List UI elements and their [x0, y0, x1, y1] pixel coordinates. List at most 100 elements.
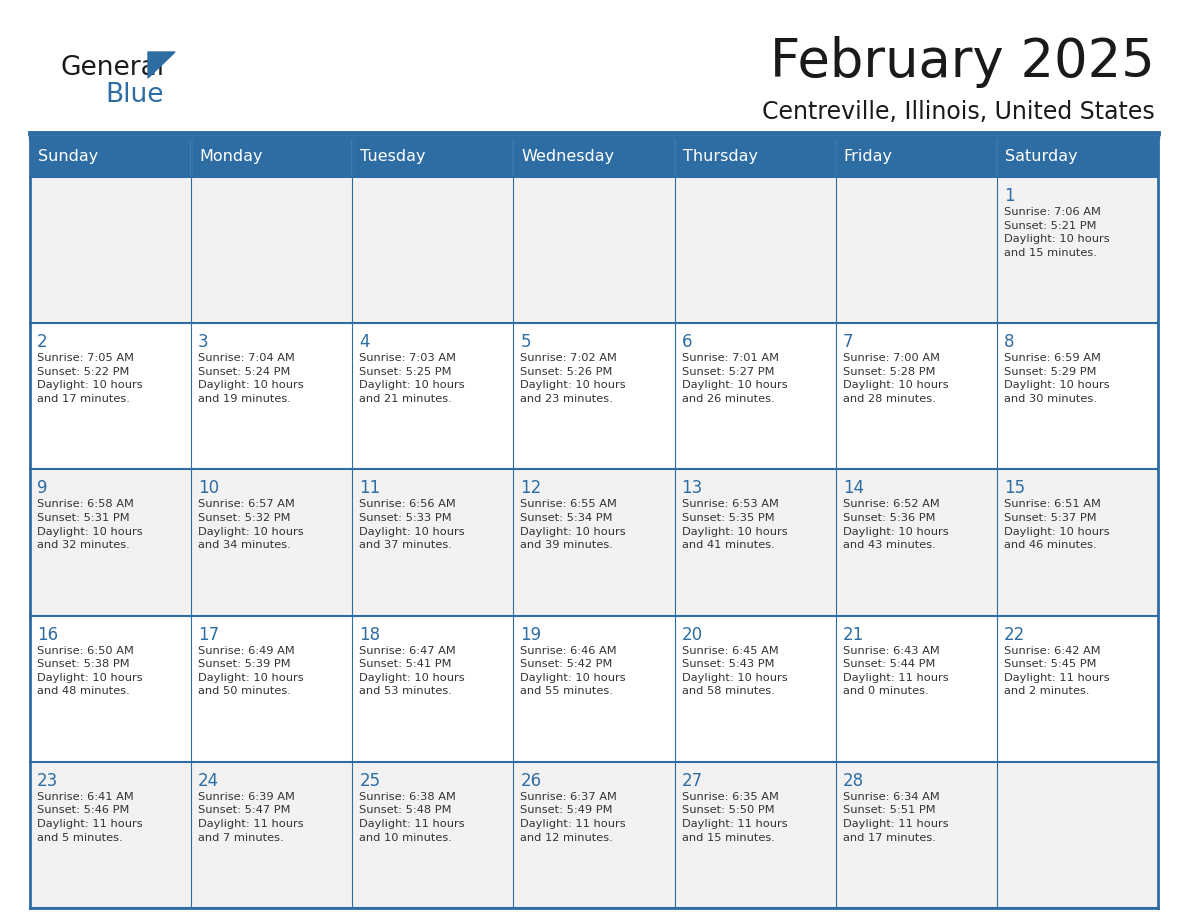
Text: Sunrise: 6:53 AM
Sunset: 5:35 PM
Daylight: 10 hours
and 41 minutes.: Sunrise: 6:53 AM Sunset: 5:35 PM Dayligh…	[682, 499, 788, 550]
FancyBboxPatch shape	[191, 137, 353, 177]
FancyBboxPatch shape	[191, 323, 353, 469]
Text: Sunrise: 6:42 AM
Sunset: 5:45 PM
Daylight: 11 hours
and 2 minutes.: Sunrise: 6:42 AM Sunset: 5:45 PM Dayligh…	[1004, 645, 1110, 697]
Text: Tuesday: Tuesday	[360, 150, 425, 164]
FancyBboxPatch shape	[30, 177, 191, 323]
FancyBboxPatch shape	[30, 762, 191, 908]
Text: Sunrise: 6:38 AM
Sunset: 5:48 PM
Daylight: 11 hours
and 10 minutes.: Sunrise: 6:38 AM Sunset: 5:48 PM Dayligh…	[359, 792, 465, 843]
Text: Sunrise: 7:05 AM
Sunset: 5:22 PM
Daylight: 10 hours
and 17 minutes.: Sunrise: 7:05 AM Sunset: 5:22 PM Dayligh…	[37, 353, 143, 404]
Text: 12: 12	[520, 479, 542, 498]
FancyBboxPatch shape	[353, 137, 513, 177]
Text: 11: 11	[359, 479, 380, 498]
Text: 20: 20	[682, 625, 702, 644]
FancyBboxPatch shape	[675, 323, 835, 469]
FancyBboxPatch shape	[191, 762, 353, 908]
Text: 1: 1	[1004, 187, 1015, 205]
Text: Centreville, Illinois, United States: Centreville, Illinois, United States	[763, 100, 1155, 124]
Text: Sunrise: 6:51 AM
Sunset: 5:37 PM
Daylight: 10 hours
and 46 minutes.: Sunrise: 6:51 AM Sunset: 5:37 PM Dayligh…	[1004, 499, 1110, 550]
Text: Sunrise: 6:57 AM
Sunset: 5:32 PM
Daylight: 10 hours
and 34 minutes.: Sunrise: 6:57 AM Sunset: 5:32 PM Dayligh…	[198, 499, 304, 550]
Text: Wednesday: Wednesday	[522, 150, 614, 164]
FancyBboxPatch shape	[835, 762, 997, 908]
FancyBboxPatch shape	[513, 323, 675, 469]
Text: 28: 28	[842, 772, 864, 789]
FancyBboxPatch shape	[353, 177, 513, 323]
Text: Sunrise: 7:01 AM
Sunset: 5:27 PM
Daylight: 10 hours
and 26 minutes.: Sunrise: 7:01 AM Sunset: 5:27 PM Dayligh…	[682, 353, 788, 404]
Text: General: General	[61, 55, 164, 81]
Text: 18: 18	[359, 625, 380, 644]
Text: Sunrise: 6:52 AM
Sunset: 5:36 PM
Daylight: 10 hours
and 43 minutes.: Sunrise: 6:52 AM Sunset: 5:36 PM Dayligh…	[842, 499, 948, 550]
Text: 25: 25	[359, 772, 380, 789]
Text: 3: 3	[198, 333, 209, 352]
FancyBboxPatch shape	[675, 469, 835, 616]
Text: 10: 10	[198, 479, 220, 498]
Text: 21: 21	[842, 625, 864, 644]
FancyBboxPatch shape	[675, 762, 835, 908]
FancyBboxPatch shape	[997, 616, 1158, 762]
FancyBboxPatch shape	[513, 137, 675, 177]
Text: Sunrise: 6:35 AM
Sunset: 5:50 PM
Daylight: 11 hours
and 15 minutes.: Sunrise: 6:35 AM Sunset: 5:50 PM Dayligh…	[682, 792, 788, 843]
Text: February 2025: February 2025	[770, 36, 1155, 88]
Text: Sunrise: 7:00 AM
Sunset: 5:28 PM
Daylight: 10 hours
and 28 minutes.: Sunrise: 7:00 AM Sunset: 5:28 PM Dayligh…	[842, 353, 948, 404]
Text: Sunrise: 6:41 AM
Sunset: 5:46 PM
Daylight: 11 hours
and 5 minutes.: Sunrise: 6:41 AM Sunset: 5:46 PM Dayligh…	[37, 792, 143, 843]
Text: Sunrise: 6:49 AM
Sunset: 5:39 PM
Daylight: 10 hours
and 50 minutes.: Sunrise: 6:49 AM Sunset: 5:39 PM Dayligh…	[198, 645, 304, 697]
Text: Sunday: Sunday	[38, 150, 99, 164]
Text: 17: 17	[198, 625, 220, 644]
Text: 27: 27	[682, 772, 702, 789]
Text: Saturday: Saturday	[1005, 150, 1078, 164]
FancyBboxPatch shape	[675, 616, 835, 762]
Text: Sunrise: 7:06 AM
Sunset: 5:21 PM
Daylight: 10 hours
and 15 minutes.: Sunrise: 7:06 AM Sunset: 5:21 PM Dayligh…	[1004, 207, 1110, 258]
Text: 24: 24	[198, 772, 220, 789]
FancyBboxPatch shape	[191, 469, 353, 616]
Text: Sunrise: 7:04 AM
Sunset: 5:24 PM
Daylight: 10 hours
and 19 minutes.: Sunrise: 7:04 AM Sunset: 5:24 PM Dayligh…	[198, 353, 304, 404]
Text: Sunrise: 6:59 AM
Sunset: 5:29 PM
Daylight: 10 hours
and 30 minutes.: Sunrise: 6:59 AM Sunset: 5:29 PM Dayligh…	[1004, 353, 1110, 404]
Text: 5: 5	[520, 333, 531, 352]
FancyBboxPatch shape	[30, 616, 191, 762]
Text: Sunrise: 6:47 AM
Sunset: 5:41 PM
Daylight: 10 hours
and 53 minutes.: Sunrise: 6:47 AM Sunset: 5:41 PM Dayligh…	[359, 645, 465, 697]
FancyBboxPatch shape	[997, 323, 1158, 469]
Text: Blue: Blue	[105, 82, 164, 108]
Text: Monday: Monday	[200, 150, 263, 164]
Text: 2: 2	[37, 333, 48, 352]
Text: Friday: Friday	[843, 150, 892, 164]
FancyBboxPatch shape	[353, 469, 513, 616]
Text: Sunrise: 6:56 AM
Sunset: 5:33 PM
Daylight: 10 hours
and 37 minutes.: Sunrise: 6:56 AM Sunset: 5:33 PM Dayligh…	[359, 499, 465, 550]
FancyBboxPatch shape	[675, 137, 835, 177]
Text: 13: 13	[682, 479, 703, 498]
FancyBboxPatch shape	[835, 616, 997, 762]
FancyBboxPatch shape	[30, 469, 191, 616]
FancyBboxPatch shape	[835, 469, 997, 616]
Text: Sunrise: 6:50 AM
Sunset: 5:38 PM
Daylight: 10 hours
and 48 minutes.: Sunrise: 6:50 AM Sunset: 5:38 PM Dayligh…	[37, 645, 143, 697]
Text: Sunrise: 7:02 AM
Sunset: 5:26 PM
Daylight: 10 hours
and 23 minutes.: Sunrise: 7:02 AM Sunset: 5:26 PM Dayligh…	[520, 353, 626, 404]
Text: 9: 9	[37, 479, 48, 498]
FancyBboxPatch shape	[513, 616, 675, 762]
FancyBboxPatch shape	[353, 762, 513, 908]
FancyBboxPatch shape	[353, 616, 513, 762]
FancyBboxPatch shape	[513, 469, 675, 616]
Text: Sunrise: 6:46 AM
Sunset: 5:42 PM
Daylight: 10 hours
and 55 minutes.: Sunrise: 6:46 AM Sunset: 5:42 PM Dayligh…	[520, 645, 626, 697]
FancyBboxPatch shape	[513, 762, 675, 908]
FancyBboxPatch shape	[191, 616, 353, 762]
Text: Sunrise: 6:39 AM
Sunset: 5:47 PM
Daylight: 11 hours
and 7 minutes.: Sunrise: 6:39 AM Sunset: 5:47 PM Dayligh…	[198, 792, 304, 843]
FancyBboxPatch shape	[997, 762, 1158, 908]
Text: 7: 7	[842, 333, 853, 352]
FancyBboxPatch shape	[997, 137, 1158, 177]
Text: Thursday: Thursday	[683, 150, 758, 164]
Text: 4: 4	[359, 333, 369, 352]
FancyBboxPatch shape	[835, 177, 997, 323]
FancyBboxPatch shape	[675, 177, 835, 323]
FancyBboxPatch shape	[191, 177, 353, 323]
Text: Sunrise: 6:43 AM
Sunset: 5:44 PM
Daylight: 11 hours
and 0 minutes.: Sunrise: 6:43 AM Sunset: 5:44 PM Dayligh…	[842, 645, 948, 697]
FancyBboxPatch shape	[30, 323, 191, 469]
Text: Sunrise: 7:03 AM
Sunset: 5:25 PM
Daylight: 10 hours
and 21 minutes.: Sunrise: 7:03 AM Sunset: 5:25 PM Dayligh…	[359, 353, 465, 404]
FancyBboxPatch shape	[997, 469, 1158, 616]
FancyBboxPatch shape	[513, 177, 675, 323]
Text: 22: 22	[1004, 625, 1025, 644]
Text: Sunrise: 6:55 AM
Sunset: 5:34 PM
Daylight: 10 hours
and 39 minutes.: Sunrise: 6:55 AM Sunset: 5:34 PM Dayligh…	[520, 499, 626, 550]
FancyBboxPatch shape	[30, 137, 191, 177]
Text: 23: 23	[37, 772, 58, 789]
Text: 26: 26	[520, 772, 542, 789]
Text: 15: 15	[1004, 479, 1025, 498]
Text: Sunrise: 6:45 AM
Sunset: 5:43 PM
Daylight: 10 hours
and 58 minutes.: Sunrise: 6:45 AM Sunset: 5:43 PM Dayligh…	[682, 645, 788, 697]
FancyBboxPatch shape	[835, 323, 997, 469]
Text: Sunrise: 6:37 AM
Sunset: 5:49 PM
Daylight: 11 hours
and 12 minutes.: Sunrise: 6:37 AM Sunset: 5:49 PM Dayligh…	[520, 792, 626, 843]
Polygon shape	[148, 52, 175, 78]
